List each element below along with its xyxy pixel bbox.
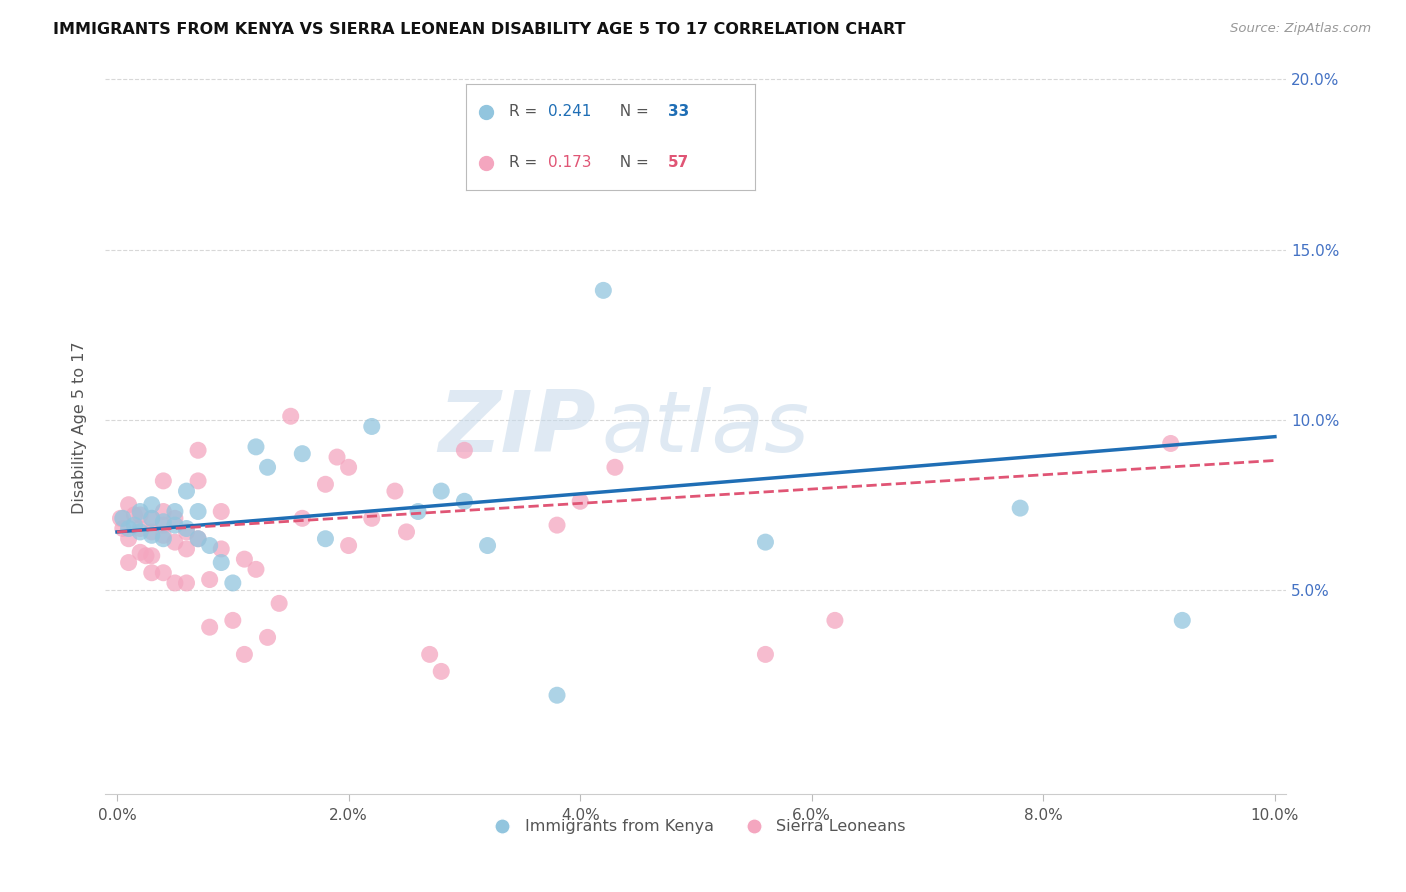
Point: [337, 460, 360, 475]
Point: [111, 522, 134, 536]
Point: [163, 511, 186, 525]
Point: [488, 171, 510, 186]
Point: [269, 596, 291, 610]
Legend: Immigrants from Kenya, Sierra Leoneans: Immigrants from Kenya, Sierra Leoneans: [479, 813, 912, 841]
Point: [198, 539, 221, 553]
Point: [546, 688, 568, 702]
Point: [360, 419, 382, 434]
Point: [326, 450, 349, 464]
Point: [314, 477, 336, 491]
Point: [117, 522, 139, 536]
Point: [141, 498, 163, 512]
Text: IMMIGRANTS FROM KENYA VS SIERRA LEONEAN DISABILITY AGE 5 TO 17 CORRELATION CHART: IMMIGRANTS FROM KENYA VS SIERRA LEONEAN …: [53, 22, 905, 37]
Point: [141, 528, 163, 542]
Point: [141, 566, 163, 580]
Point: [141, 549, 163, 563]
Point: [187, 504, 209, 518]
Point: [754, 648, 776, 662]
Point: [1171, 613, 1194, 627]
Point: [256, 631, 278, 645]
Point: [163, 576, 186, 591]
Point: [430, 665, 453, 679]
Point: [245, 440, 267, 454]
Point: [152, 515, 174, 529]
Point: [176, 541, 198, 556]
Point: [291, 511, 314, 525]
Text: Source: ZipAtlas.com: Source: ZipAtlas.com: [1230, 22, 1371, 36]
Point: [430, 484, 453, 499]
Point: [163, 518, 186, 533]
Point: [406, 504, 429, 518]
Point: [187, 443, 209, 458]
Point: [117, 532, 139, 546]
Point: [360, 511, 382, 525]
Point: [152, 504, 174, 518]
Point: [477, 539, 499, 553]
Point: [395, 524, 418, 539]
Point: [209, 504, 232, 518]
Point: [603, 460, 626, 475]
Point: [569, 494, 592, 508]
Point: [152, 474, 174, 488]
Point: [280, 409, 302, 424]
Point: [187, 532, 209, 546]
Point: [176, 524, 198, 539]
Point: [291, 447, 314, 461]
Point: [245, 562, 267, 576]
Point: [176, 576, 198, 591]
Point: [176, 522, 198, 536]
Point: [187, 474, 209, 488]
Point: [453, 443, 475, 458]
Point: [754, 535, 776, 549]
Text: ZIP: ZIP: [437, 386, 596, 470]
Point: [129, 524, 152, 539]
Point: [198, 573, 221, 587]
Point: [152, 566, 174, 580]
Point: [129, 522, 152, 536]
Point: [1010, 501, 1032, 516]
Point: [314, 532, 336, 546]
Point: [141, 511, 163, 525]
Point: [110, 511, 132, 525]
Point: [233, 552, 256, 566]
Point: [222, 613, 245, 627]
Point: [124, 508, 146, 522]
Point: [1160, 436, 1182, 450]
Point: [198, 620, 221, 634]
Point: [111, 511, 134, 525]
Point: [176, 484, 198, 499]
Point: [141, 511, 163, 525]
Text: atlas: atlas: [602, 386, 810, 470]
Point: [592, 284, 614, 298]
Point: [117, 498, 139, 512]
Y-axis label: Disability Age 5 to 17: Disability Age 5 to 17: [72, 342, 87, 515]
Point: [384, 484, 406, 499]
Point: [209, 556, 232, 570]
Point: [546, 518, 568, 533]
Point: [233, 648, 256, 662]
Point: [129, 508, 152, 522]
Point: [152, 528, 174, 542]
Point: [129, 545, 152, 559]
Point: [419, 648, 441, 662]
Point: [187, 532, 209, 546]
Point: [163, 535, 186, 549]
Point: [135, 549, 157, 563]
Point: [141, 524, 163, 539]
Point: [222, 576, 245, 591]
Point: [129, 504, 152, 518]
Point: [117, 556, 139, 570]
Point: [124, 518, 146, 533]
Point: [453, 494, 475, 508]
Point: [152, 518, 174, 533]
Point: [824, 613, 846, 627]
Point: [256, 460, 278, 475]
Point: [152, 532, 174, 546]
Point: [163, 504, 186, 518]
Point: [209, 541, 232, 556]
Point: [337, 539, 360, 553]
